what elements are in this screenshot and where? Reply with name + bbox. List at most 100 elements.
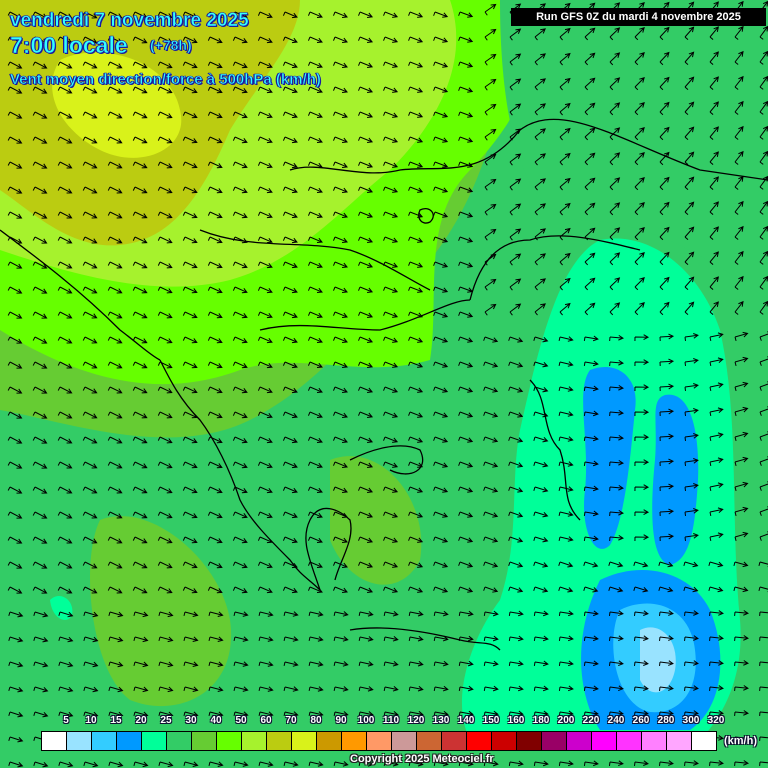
wind-arrow — [107, 161, 123, 169]
wind-arrow — [458, 286, 474, 293]
wind-arrow — [558, 461, 574, 467]
wind-arrow — [8, 711, 24, 718]
wind-arrow — [609, 152, 621, 166]
wind-arrow — [132, 586, 148, 594]
wind-arrow — [408, 561, 424, 568]
wind-arrow — [484, 178, 497, 191]
wind-arrow — [258, 711, 274, 717]
wind-arrow — [32, 311, 48, 319]
wind-arrow — [208, 661, 224, 667]
wind-arrow — [207, 411, 223, 419]
wind-arrow — [82, 61, 98, 69]
wind-arrow — [7, 261, 23, 269]
wind-arrow — [7, 111, 23, 119]
wind-arrow — [33, 611, 49, 618]
wind-arrow — [32, 36, 48, 44]
wind-arrow — [82, 511, 98, 519]
wind-arrow — [509, 103, 522, 116]
wind-arrow — [207, 536, 223, 544]
wind-arrow — [634, 509, 650, 517]
wind-arrow — [433, 86, 449, 93]
wind-arrow — [559, 77, 571, 91]
wind-arrow — [232, 586, 248, 594]
wind-arrow — [734, 406, 749, 416]
wind-arrow — [583, 485, 599, 492]
wind-arrow — [358, 161, 374, 168]
wind-arrow — [709, 432, 724, 442]
wind-arrow — [684, 151, 695, 166]
wind-arrow — [684, 276, 695, 291]
wind-arrow — [233, 661, 249, 667]
wind-arrow — [383, 61, 399, 68]
wind-arrow — [333, 761, 349, 767]
wind-arrow — [132, 61, 148, 69]
wind-arrow — [634, 152, 645, 166]
wind-arrow — [308, 686, 324, 692]
wind-arrow — [759, 686, 768, 692]
wind-arrow — [333, 311, 348, 318]
wind-arrow — [383, 311, 399, 318]
wind-arrow — [759, 456, 768, 466]
wind-arrow — [458, 660, 474, 667]
legend-label: 180 — [532, 715, 550, 726]
wind-arrow — [282, 61, 298, 69]
wind-arrow — [383, 361, 399, 368]
wind-arrow — [83, 611, 99, 618]
wind-arrow — [433, 186, 449, 193]
wind-arrow — [534, 53, 546, 66]
wind-arrow — [633, 635, 649, 642]
legend-swatch — [342, 732, 367, 750]
wind-arrow — [333, 461, 348, 468]
wind-arrow — [232, 286, 248, 294]
wind-arrow — [433, 436, 449, 443]
wind-arrow — [583, 635, 599, 642]
wind-arrow — [82, 336, 98, 344]
wind-arrow — [433, 610, 449, 617]
wind-arrow — [333, 636, 349, 642]
wind-arrow — [282, 536, 298, 544]
wind-arrow — [232, 86, 248, 94]
wind-arrow — [182, 211, 198, 219]
wind-arrow — [7, 311, 23, 319]
wind-arrow — [759, 636, 768, 642]
wind-arrow — [709, 226, 719, 240]
wind-arrow — [333, 286, 348, 293]
wind-arrow — [534, 278, 546, 291]
wind-arrow — [759, 331, 768, 341]
wind-arrow — [82, 11, 98, 19]
wind-arrow — [734, 356, 749, 366]
wind-arrow — [608, 635, 624, 642]
wind-arrow — [458, 536, 474, 543]
wind-arrow — [383, 411, 399, 418]
wind-arrow — [307, 411, 323, 419]
wind-arrow — [634, 334, 650, 342]
wind-arrow — [82, 361, 98, 369]
wind-arrow — [509, 253, 522, 266]
wind-arrow — [7, 361, 23, 369]
wind-arrow — [7, 36, 23, 44]
wind-arrow — [659, 458, 675, 467]
wind-arrow — [82, 411, 98, 419]
wind-arrow — [609, 302, 621, 316]
wind-arrow — [634, 409, 650, 417]
wind-arrow — [182, 536, 198, 544]
wind-arrow — [584, 277, 596, 291]
wind-arrow — [734, 685, 749, 692]
wind-arrow — [659, 101, 670, 116]
wind-arrow — [483, 586, 499, 593]
wind-arrow — [508, 710, 524, 717]
wind-arrow — [383, 561, 399, 568]
wind-arrow — [709, 710, 724, 717]
wind-arrow — [82, 311, 98, 319]
wind-arrow — [458, 111, 474, 118]
wind-arrow — [583, 660, 599, 667]
wind-arrow — [157, 461, 173, 469]
wind-arrow — [509, 128, 522, 141]
wind-arrow — [107, 311, 123, 319]
wind-arrow — [458, 386, 474, 393]
wind-arrow — [734, 635, 749, 642]
wind-arrow — [758, 561, 768, 568]
wind-arrow — [483, 386, 499, 393]
wind-arrow — [32, 486, 48, 494]
wind-arrow — [132, 561, 148, 569]
